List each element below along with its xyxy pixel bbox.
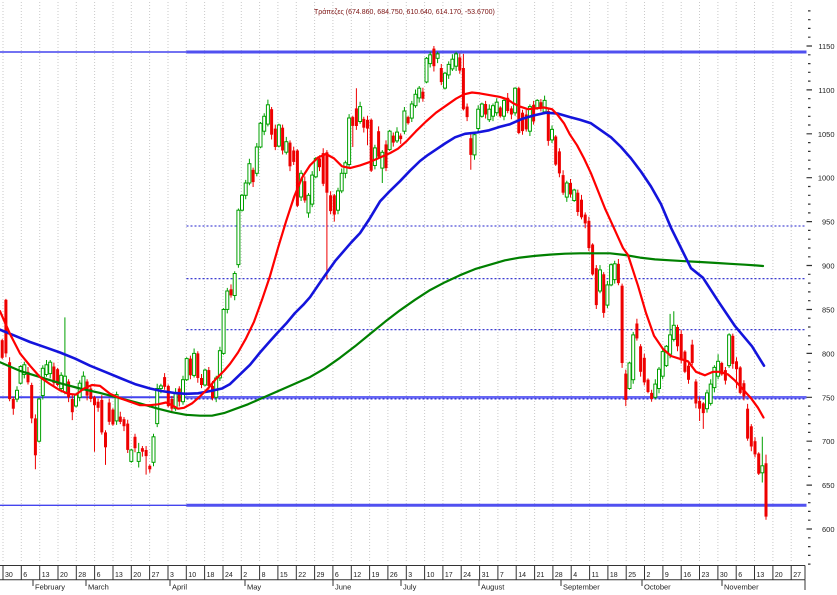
svg-text:850: 850 xyxy=(822,306,835,315)
svg-text:8: 8 xyxy=(262,572,266,579)
svg-text:700: 700 xyxy=(822,437,835,446)
svg-text:12: 12 xyxy=(353,572,361,579)
svg-text:June: June xyxy=(335,583,351,592)
svg-text:27: 27 xyxy=(793,572,801,579)
svg-text:27: 27 xyxy=(152,572,160,579)
svg-text:6: 6 xyxy=(738,572,742,579)
svg-text:17: 17 xyxy=(445,572,453,579)
svg-text:24: 24 xyxy=(463,572,471,579)
svg-text:1000: 1000 xyxy=(818,174,835,183)
svg-text:1050: 1050 xyxy=(818,130,835,139)
svg-text:March: March xyxy=(88,583,109,592)
svg-text:800: 800 xyxy=(822,349,835,358)
svg-text:10: 10 xyxy=(188,572,196,579)
svg-text:24: 24 xyxy=(225,572,233,579)
svg-text:28: 28 xyxy=(78,572,86,579)
svg-text:20: 20 xyxy=(775,572,783,579)
svg-text:650: 650 xyxy=(822,481,835,490)
svg-text:600: 600 xyxy=(822,525,835,534)
svg-text:26: 26 xyxy=(390,572,398,579)
svg-text:22: 22 xyxy=(298,572,306,579)
svg-text:29: 29 xyxy=(317,572,325,579)
svg-text:7: 7 xyxy=(500,572,504,579)
svg-text:30: 30 xyxy=(5,572,13,579)
svg-text:6: 6 xyxy=(97,572,101,579)
svg-text:13: 13 xyxy=(42,572,50,579)
svg-text:15: 15 xyxy=(280,572,288,579)
svg-text:13: 13 xyxy=(115,572,123,579)
svg-text:18: 18 xyxy=(207,572,215,579)
svg-text:31: 31 xyxy=(482,572,490,579)
svg-text:21: 21 xyxy=(537,572,545,579)
svg-text:18: 18 xyxy=(610,572,618,579)
svg-text:May: May xyxy=(247,583,261,592)
svg-text:4: 4 xyxy=(573,572,577,579)
svg-text:Τράπεζες (674.860, 684.750, 61: Τράπεζες (674.860, 684.750, 610.640, 614… xyxy=(314,8,495,16)
svg-text:August: August xyxy=(481,583,505,592)
svg-text:11: 11 xyxy=(592,572,599,579)
svg-text:900: 900 xyxy=(822,262,835,271)
svg-text:14: 14 xyxy=(518,572,526,579)
svg-text:1150: 1150 xyxy=(818,42,834,51)
svg-text:2: 2 xyxy=(647,572,651,579)
svg-text:25: 25 xyxy=(628,572,636,579)
svg-text:April: April xyxy=(172,583,187,592)
svg-text:20: 20 xyxy=(60,572,68,579)
svg-text:9: 9 xyxy=(665,572,669,579)
svg-text:28: 28 xyxy=(555,572,563,579)
svg-text:10: 10 xyxy=(427,572,435,579)
svg-text:750: 750 xyxy=(822,393,835,402)
svg-text:950: 950 xyxy=(822,218,835,227)
svg-text:19: 19 xyxy=(372,572,380,579)
svg-text:13: 13 xyxy=(757,572,765,579)
svg-text:6: 6 xyxy=(23,572,27,579)
svg-text:September: September xyxy=(563,583,600,592)
svg-text:November: November xyxy=(724,583,759,592)
svg-text:6: 6 xyxy=(335,572,339,579)
svg-text:2: 2 xyxy=(243,572,247,579)
svg-text:16: 16 xyxy=(683,572,691,579)
svg-text:October: October xyxy=(644,583,671,592)
svg-text:20: 20 xyxy=(133,572,141,579)
svg-text:July: July xyxy=(403,583,417,592)
svg-text:30: 30 xyxy=(720,572,728,579)
svg-text:1100: 1100 xyxy=(818,86,834,95)
svg-text:3: 3 xyxy=(408,572,412,579)
svg-text:February: February xyxy=(35,583,65,592)
svg-text:3: 3 xyxy=(170,572,174,579)
svg-text:23: 23 xyxy=(702,572,710,579)
